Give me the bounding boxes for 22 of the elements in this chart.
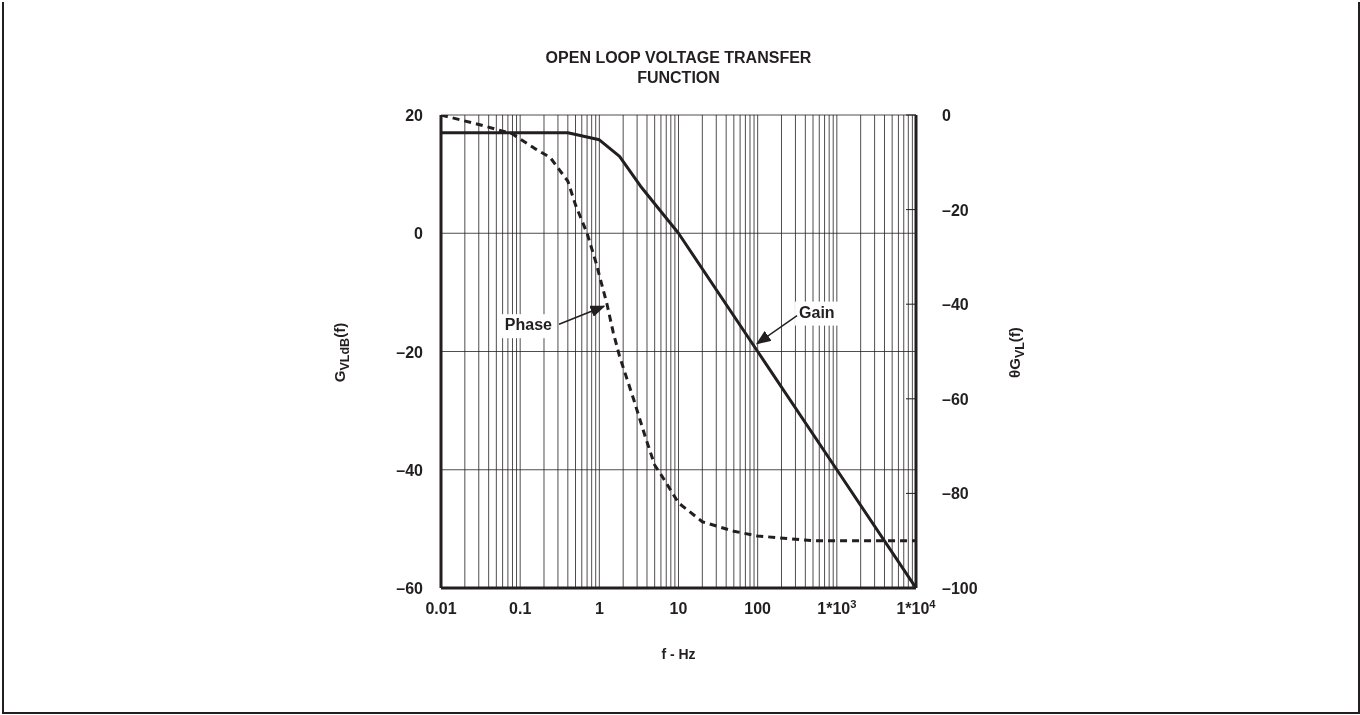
x-axis-title: f - Hz: [660, 646, 697, 662]
x-tick-label: 1*10$^{3}$: [817, 598, 857, 617]
y-tick-label: 20: [405, 107, 424, 124]
annotation: Gain: [799, 303, 835, 321]
y-tick-label: –60: [396, 580, 424, 597]
y2-tick-label: –40: [942, 296, 969, 314]
y2-tick-label: –100: [942, 580, 978, 597]
y2-tick-label: –20: [942, 201, 969, 219]
y-tick-label: –20: [396, 343, 424, 361]
x-tick-label: 100: [744, 600, 772, 617]
x-tick-label: 0.1: [509, 600, 532, 617]
y-tick-label: 0: [414, 225, 424, 243]
y2-tick-label: –80: [942, 485, 969, 503]
x-tick-label: 0.01: [425, 600, 457, 617]
x-tick-label: 1: [594, 600, 604, 617]
chart-title: OPEN LOOP VOLTAGE TRANSFER FUNCTION: [544, 48, 813, 88]
x-tick-label: 1*10$^{4}$: [896, 598, 937, 617]
annotation: Phase: [504, 316, 553, 334]
y2-tick-label: 0: [942, 107, 951, 124]
y2-tick-label: –60: [942, 390, 969, 408]
x-tick-label: 10: [669, 600, 688, 617]
y-tick-label: –40: [396, 461, 424, 479]
